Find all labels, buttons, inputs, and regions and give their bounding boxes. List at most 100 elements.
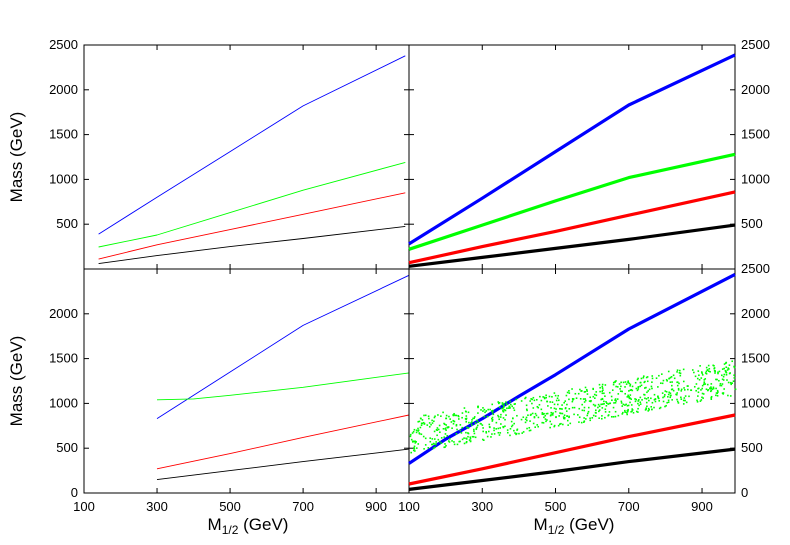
scatter-point (555, 416, 557, 419)
scatter-point (482, 430, 484, 433)
scatter-point (722, 392, 725, 394)
scatter-point (433, 430, 436, 433)
scatter-point (537, 425, 540, 428)
scatter-point (601, 383, 604, 386)
scatter-point (548, 395, 551, 398)
scatter-point (474, 422, 477, 424)
scatter-point (477, 406, 479, 409)
scatter-point (721, 368, 724, 370)
scatter-point (592, 414, 595, 417)
scatter-point (413, 448, 416, 450)
scatter-point (550, 411, 553, 414)
scatter-point (635, 398, 638, 401)
scatter-point (553, 392, 556, 394)
scatter-point (609, 402, 612, 405)
scatter-point (461, 438, 464, 441)
scatter-point (682, 368, 685, 371)
scatter-point (586, 393, 589, 395)
scatter-point (475, 427, 478, 430)
scatter-point (608, 411, 611, 413)
scatter-point (582, 398, 585, 400)
ytick-label: 1000 (49, 171, 78, 186)
scatter-point (557, 394, 560, 397)
scatter-point (509, 407, 511, 409)
scatter-point (587, 406, 590, 409)
scatter-point (415, 441, 417, 443)
scatter-point (506, 431, 509, 434)
scatter-point (595, 412, 597, 414)
scatter-point (507, 407, 510, 409)
scatter-point (431, 443, 434, 446)
scatter-point (676, 384, 679, 387)
scatter-point (516, 428, 519, 431)
scatter-point (627, 380, 630, 382)
scatter-point (563, 401, 565, 404)
scatter-point (541, 412, 544, 414)
scatter-point (566, 419, 569, 422)
scatter-point (624, 411, 626, 413)
scatter-point (710, 386, 712, 388)
scatter-point (581, 403, 583, 406)
scatter-point (707, 364, 710, 367)
scatter-point (573, 406, 576, 409)
scatter-point (464, 417, 467, 420)
scatter-point (565, 410, 568, 412)
scatter-point (671, 399, 673, 401)
svg-text:M1/2 (GeV): M1/2 (GeV) (208, 515, 289, 537)
scatter-point (619, 388, 621, 390)
scatter-point (664, 390, 667, 392)
scatter-point (700, 371, 703, 373)
scatter-point (603, 403, 605, 405)
scatter-point (722, 375, 725, 378)
scatter-point (629, 385, 631, 387)
scatter-point (428, 417, 430, 420)
scatter-point (637, 400, 640, 402)
scatter-point (456, 443, 459, 446)
ytick-label: 2000 (741, 306, 770, 321)
scatter-point (702, 393, 705, 395)
ytick-label: 1000 (741, 171, 770, 186)
scatter-point (663, 395, 666, 398)
scatter-point (580, 421, 583, 424)
scatter-point (650, 405, 653, 408)
scatter-point (456, 428, 458, 431)
scatter-point (629, 397, 632, 400)
scatter-point (598, 410, 600, 413)
scatter-point (545, 412, 548, 415)
scatter-point (599, 390, 601, 393)
scatter-point (455, 424, 458, 427)
scatter-point (424, 444, 427, 446)
scatter-point (712, 386, 715, 389)
scatter-point (608, 391, 611, 394)
scatter-point (502, 426, 505, 429)
scatter-point (671, 388, 674, 391)
scatter-point (664, 394, 666, 396)
scatter-point (603, 392, 605, 395)
scatter-point (598, 383, 601, 386)
scatter-point (650, 397, 652, 400)
scatter-point (601, 398, 604, 400)
scatter-point (453, 443, 456, 446)
scatter-point (638, 404, 640, 407)
scatter-point (659, 406, 662, 409)
scatter-point (489, 408, 491, 411)
scatter-point (414, 450, 416, 452)
scatter-point (587, 412, 589, 415)
scatter-point (544, 418, 547, 420)
scatter-point (520, 418, 523, 421)
scatter-point (431, 443, 433, 446)
scatter-point (445, 414, 448, 417)
scatter-point (717, 371, 719, 374)
scatter-point (665, 404, 667, 407)
scatter-point (684, 395, 687, 397)
scatter-point (685, 401, 688, 404)
scatter-point (647, 390, 650, 392)
scatter-point (554, 410, 557, 413)
scatter-point (701, 384, 704, 387)
scatter-point (722, 393, 725, 395)
scatter-point (626, 396, 629, 398)
scatter-point (551, 414, 554, 416)
scatter-point (639, 403, 642, 405)
scatter-point (577, 392, 580, 395)
scatter-point (644, 409, 647, 411)
